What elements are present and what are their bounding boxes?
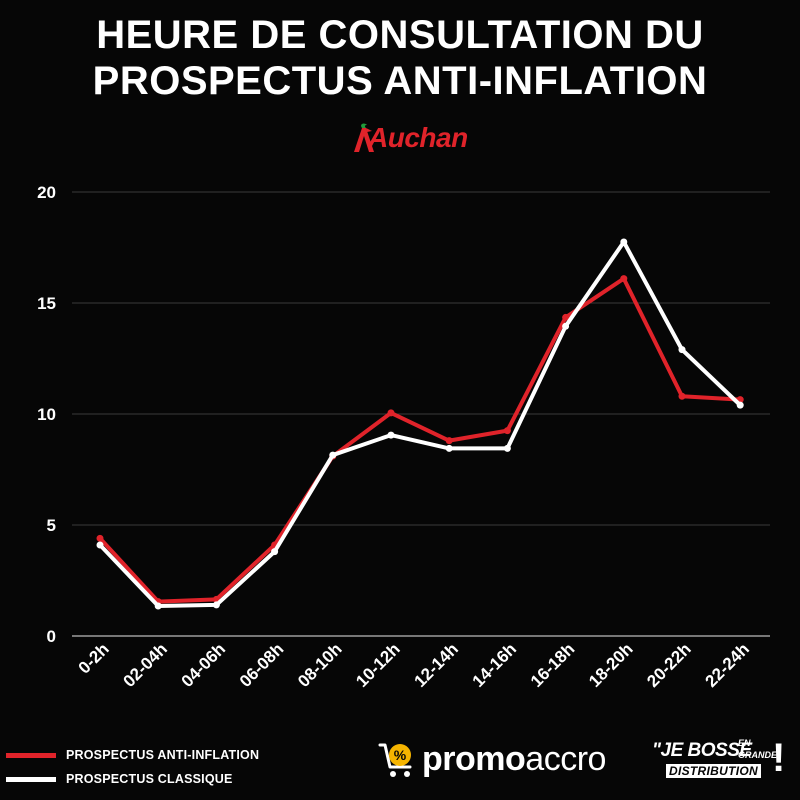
data-point (96, 534, 104, 542)
x-tick-label: 04-06h (178, 639, 230, 691)
data-point (736, 401, 744, 409)
x-tick-label: 18-20h (585, 639, 637, 691)
y-tick-label: 20 (37, 183, 56, 202)
data-point (678, 392, 686, 400)
y-tick-label: 15 (37, 294, 56, 313)
x-tick-label: 14-16h (469, 639, 521, 691)
jebosse-en: EN (738, 738, 751, 748)
percent-cart-icon: % (378, 743, 412, 777)
x-tick-label: 08-10h (294, 639, 346, 691)
y-tick-label: 5 (47, 516, 56, 535)
data-point (620, 238, 628, 246)
data-point (96, 541, 104, 549)
legend-item-classique: PROSPECTUS CLASSIQUE (6, 767, 259, 791)
jebosse-quote: " (652, 740, 661, 761)
auchan-bird-icon (354, 123, 374, 152)
title-line-1: HEURE DE CONSULTATION DU (96, 13, 704, 57)
jebosse-grande: GRANDE (738, 750, 778, 760)
data-point (445, 437, 453, 445)
promoaccro-logo: % promoaccro (378, 737, 606, 781)
x-tick-label: 06-08h (236, 639, 288, 691)
jebosse-main-text: JE BOSSE (660, 740, 753, 761)
auchan-logo-text: Auchan (368, 122, 468, 153)
y-axis-ticks: 0 5 10 15 20 (37, 183, 56, 646)
data-point (562, 313, 570, 321)
legend-swatch-anti-inflation (6, 752, 56, 758)
data-point (154, 602, 162, 610)
series-lines (96, 238, 744, 610)
series-line (98, 276, 743, 604)
promoaccro-regular: accro (525, 739, 606, 778)
jebosse-exclamation: ! (772, 736, 786, 780)
line-chart: 0 5 10 15 20 0-2h 02-04h 04-06h 06-08h 08-10h 10-… (37, 183, 770, 691)
x-tick-label: 10-12h (352, 639, 404, 691)
x-tick-label: 16-18h (527, 639, 579, 691)
data-point (387, 409, 395, 417)
x-axis-ticks: 0-2h 02-04h 04-06h 06-08h 08-10h 10-12h 12-14h… (75, 639, 753, 691)
series-line (98, 239, 743, 609)
legend-label-anti-inflation: PROSPECTUS ANTI-INFLATION (66, 748, 260, 762)
title-line-2: PROSPECTUS ANTI-INFLATION (92, 59, 708, 103)
y-tick-label: 10 (37, 405, 56, 424)
legend: PROSPECTUS ANTI-INFLATION PROSPECTUS CLA… (6, 743, 259, 791)
data-point (387, 431, 395, 439)
promoaccro-bold: promo (422, 739, 526, 778)
x-tick-label: 22-24h (701, 639, 753, 691)
legend-item-anti-inflation: PROSPECTUS ANTI-INFLATION (6, 743, 259, 767)
data-point (620, 275, 628, 283)
auchan-logo: Auchan (350, 118, 468, 158)
data-point (271, 548, 279, 556)
data-point (445, 444, 453, 452)
series-classique (96, 238, 744, 610)
x-tick-label: 02-04h (119, 639, 171, 691)
jebosse-main: "JE BOSSE (652, 740, 752, 762)
data-point (678, 346, 686, 354)
x-tick-label: 20-22h (643, 639, 695, 691)
jebosse-logo: "JE BOSSE EN GRANDE DISTRIBUTION ! (652, 736, 792, 788)
chart-title: HEURE DE CONSULTATION DU PROSPECTUS ANTI… (0, 12, 800, 104)
data-point (503, 427, 511, 435)
x-tick-label: 12-14h (410, 639, 462, 691)
svg-text:%: % (394, 747, 407, 763)
legend-swatch-classique (6, 776, 56, 782)
legend-label-classique: PROSPECTUS CLASSIQUE (66, 772, 233, 786)
grid-lines (72, 191, 770, 637)
data-point (503, 444, 511, 452)
promoaccro-wordmark: promoaccro (422, 740, 606, 779)
jebosse-distribution: DISTRIBUTION (666, 764, 761, 778)
data-point (212, 601, 220, 609)
y-tick-label: 0 (47, 627, 56, 646)
data-point (329, 451, 337, 459)
data-point (562, 322, 570, 330)
x-tick-label: 0-2h (75, 639, 113, 677)
